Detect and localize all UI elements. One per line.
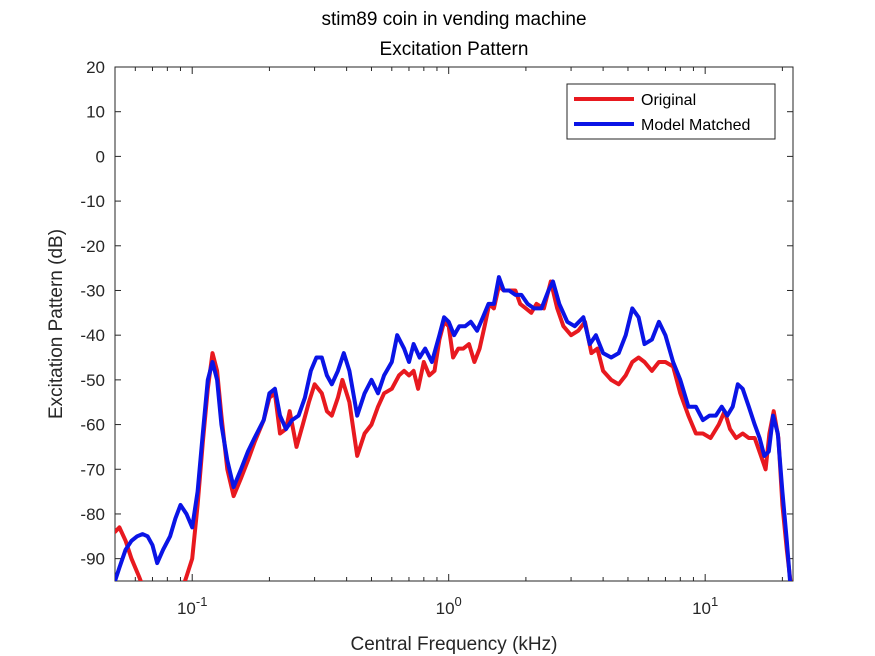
y-tick-label: -90 [80,550,105,569]
series-line-model-matched [115,275,793,581]
y-tick-label: -40 [80,326,105,345]
y-tick-label: -70 [80,460,105,479]
y-tick-label: -30 [80,281,105,300]
y-tick-label: -20 [80,237,105,256]
y-tick-label: 20 [86,58,105,77]
y-tick-label: -80 [80,505,105,524]
y-tick-label: 0 [96,147,105,166]
y-tick-label: -10 [80,192,105,211]
legend-box [566,83,776,140]
series-lines [115,275,793,581]
legend-label-original: Original [641,92,696,109]
x-tick-label: 100 [436,594,462,618]
chart-subtitle: Excitation Pattern [380,39,529,60]
x-tick-label: 10-1 [177,594,207,618]
y-axis-title: Excitation Pattern (dB) [46,229,67,419]
y-tick-label: 10 [86,103,105,122]
x-tick-label: 101 [692,594,718,618]
y-tick-label: -60 [80,416,105,435]
legend-label-model-matched: Model Matched [641,117,750,134]
x-axis-title: Central Frequency (kHz) [351,634,558,655]
series-line-original [115,279,793,581]
y-tick-label: -50 [80,371,105,390]
y-axis-ticks: 20 10 0 -10 -20 -30 -40 -50 -60 -70 -80 -90 [80,58,793,569]
x-axis-ticks: 10-1 100 101 [114,67,783,618]
chart-title: stim89 coin in vending machine [321,9,586,30]
plot-area [114,66,794,582]
legend: Original Model Matched [566,83,776,140]
